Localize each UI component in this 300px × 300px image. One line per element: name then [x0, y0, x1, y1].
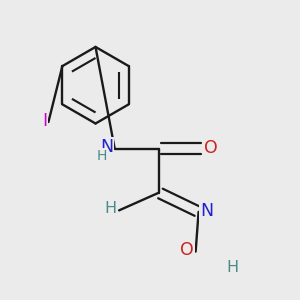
Text: N: N [200, 202, 213, 220]
Text: H: H [104, 201, 116, 216]
Text: H: H [226, 260, 239, 275]
Text: N: N [100, 138, 113, 156]
Text: O: O [180, 241, 194, 259]
Text: O: O [205, 139, 218, 157]
Text: I: I [42, 112, 47, 130]
Text: H: H [97, 149, 107, 163]
